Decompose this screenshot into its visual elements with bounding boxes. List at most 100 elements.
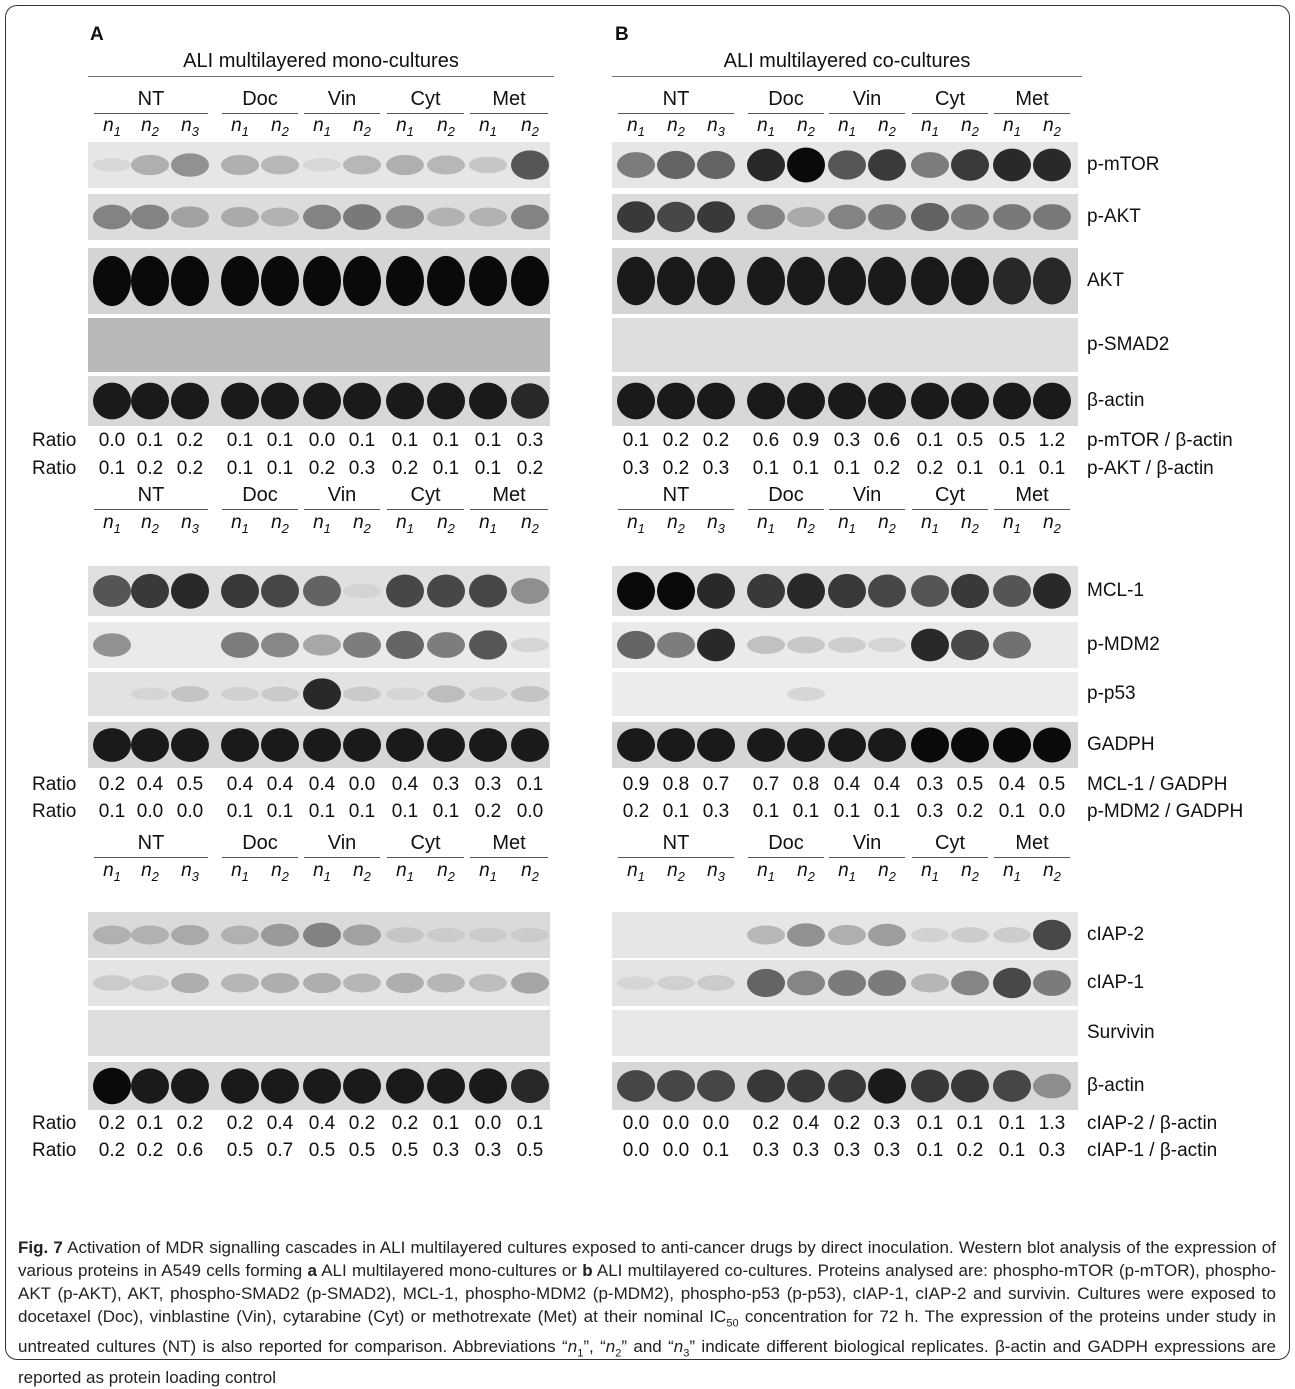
replicate-index: 1 (637, 520, 645, 536)
replicate-index: 2 (807, 520, 815, 536)
replicate-letter: n (479, 860, 490, 881)
band (427, 973, 465, 993)
ratio-value: 0.3 (474, 1140, 502, 1161)
ratio-value: 0.1 (916, 1140, 944, 1161)
band (427, 255, 465, 307)
group-header: Vin (327, 832, 357, 854)
band (427, 155, 465, 175)
band (951, 1069, 989, 1103)
band (511, 1068, 549, 1104)
band (221, 728, 259, 762)
replicate-index: 1 (406, 868, 414, 884)
ratio-value: 0.3 (916, 801, 944, 822)
blot-bands (617, 201, 1071, 233)
replicate-letter: n (103, 512, 114, 533)
band (221, 382, 259, 420)
replicate-label: n1 (92, 115, 132, 139)
band (171, 255, 209, 307)
replicate-letter: n (437, 115, 448, 136)
replicate-label: n1 (827, 512, 867, 536)
ratio-value: 0.1 (873, 801, 901, 822)
band (261, 972, 299, 994)
band (993, 382, 1031, 420)
group-header: Vin (852, 88, 882, 110)
band (993, 967, 1031, 999)
group-rule (994, 509, 1070, 510)
band (171, 206, 209, 228)
band (386, 630, 424, 660)
replicate-letter: n (437, 860, 448, 881)
blot-a-p-smad2 (88, 318, 550, 372)
replicate-label: n2 (786, 512, 826, 536)
ratio-value: 0.1 (956, 1113, 984, 1134)
replicate-letter: n (181, 512, 192, 533)
ratio-value: 0.1 (956, 458, 984, 479)
replicate-label: n2 (342, 115, 382, 139)
ratio-description: MCL-1 / GADPH (1087, 774, 1228, 795)
band (787, 728, 825, 762)
band (343, 924, 381, 946)
ratio-value: 0.9 (792, 430, 820, 451)
band (617, 976, 655, 990)
group-header: Met (492, 832, 526, 854)
panel-title-rule (612, 76, 1082, 77)
replicate-letter: n (313, 860, 324, 881)
group-rule (748, 857, 824, 858)
band (617, 201, 655, 233)
band (911, 727, 949, 763)
ratio-value: 0.1 (833, 801, 861, 822)
replicate-index: 3 (191, 123, 199, 139)
band (617, 728, 655, 762)
band (951, 927, 989, 943)
replicate-label: n3 (696, 860, 736, 884)
band (511, 204, 549, 230)
blot-b-ciap-1 (612, 960, 1078, 1006)
blot-bands (747, 919, 1071, 951)
blot-a--actin (88, 1062, 550, 1110)
band (697, 573, 735, 609)
band (469, 728, 507, 762)
blot-b-p-mtor (612, 142, 1078, 188)
protein-label: cIAP-2 (1087, 924, 1145, 945)
replicate-letter: n (921, 115, 932, 136)
replicate-label: n1 (616, 512, 656, 536)
replicate-label: n2 (260, 512, 300, 536)
ratio-value: 0.2 (391, 1113, 419, 1134)
band (868, 382, 906, 420)
blot-bands (617, 382, 1071, 420)
group-rule (994, 857, 1070, 858)
ratio-value: 0.2 (98, 1113, 126, 1134)
replicate-label: n2 (130, 860, 170, 884)
replicate-letter: n (667, 512, 678, 533)
ratio-value: 0.3 (833, 1140, 861, 1161)
blot-b-akt (612, 248, 1078, 314)
group-header: NT (662, 484, 690, 506)
band (469, 156, 507, 174)
blot-bands (617, 628, 1031, 662)
ratio-value: 0.3 (702, 458, 730, 479)
protein-label: Survivin (1087, 1022, 1155, 1043)
band (747, 925, 785, 945)
band (131, 925, 169, 945)
ratio-value: 0.1 (474, 458, 502, 479)
band (697, 628, 735, 662)
replicate-label: n2 (786, 860, 826, 884)
replicate-label: n2 (342, 512, 382, 536)
replicate-index: 3 (717, 520, 725, 536)
ratio-value: 0.2 (176, 1113, 204, 1134)
ratio-label: Ratio (32, 774, 77, 795)
ratio-value: 0.1 (833, 458, 861, 479)
band (171, 924, 209, 946)
band (1033, 148, 1071, 182)
replicate-label: n1 (827, 115, 867, 139)
blot-bands (93, 630, 549, 660)
replicate-letter: n (271, 860, 282, 881)
group-rule (387, 113, 464, 114)
ratio-value: 0.2 (873, 458, 901, 479)
ratio-value: 0.3 (702, 801, 730, 822)
band (1033, 727, 1071, 763)
band (386, 1068, 424, 1104)
replicate-letter: n (667, 860, 678, 881)
band (303, 678, 341, 710)
replicate-index: 1 (1013, 868, 1021, 884)
